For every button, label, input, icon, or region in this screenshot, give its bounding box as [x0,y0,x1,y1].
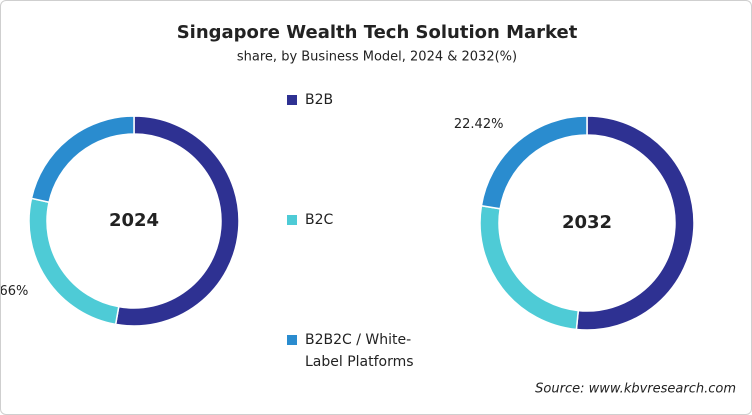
legend-label: B2B2C / White-Label Platforms [305,332,414,370]
legend-swatch [287,95,297,105]
legend-item: B2C [287,209,437,231]
chart-title: Singapore Wealth Tech Solution Market [177,22,578,43]
legend-swatch [287,335,297,345]
legend-label: B2C [305,212,334,228]
chart-subtitle: share, by Business Model, 2024 & 2032(%) [237,50,517,65]
data-label: 22.42% [454,117,504,132]
source: Source: www.kbvresearch.com [535,382,736,397]
data-label: 25.66% [1,284,28,299]
donut-segment [30,115,135,204]
legend-item: B2B [287,89,437,111]
donut-segment [28,197,120,326]
legend-swatch [287,215,297,225]
legend-label: B2B [305,92,334,108]
center-label: 2024 [109,210,159,231]
legend-item: B2B2C / White-Label Platforms [287,329,437,373]
center-label: 2032 [562,212,612,233]
donut-segment [480,115,588,210]
